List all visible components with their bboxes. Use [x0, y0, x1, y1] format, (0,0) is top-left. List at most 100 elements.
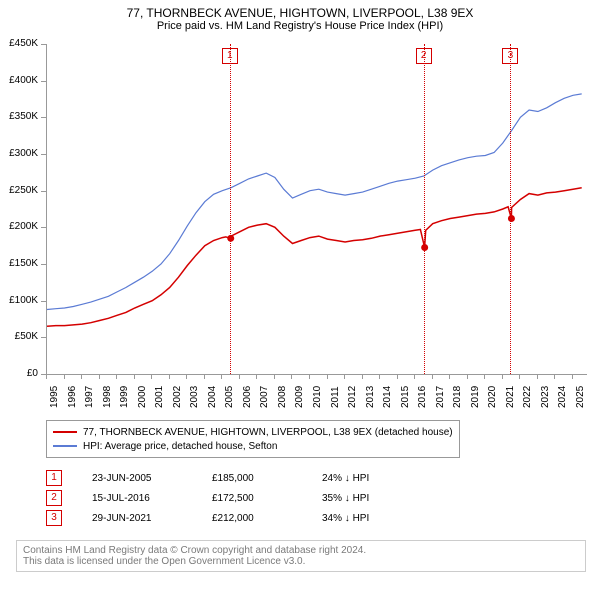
x-tick-label: 2016	[417, 386, 428, 408]
x-tick-mark	[99, 374, 100, 379]
x-tick-label: 1998	[102, 386, 113, 408]
marker-line	[424, 44, 425, 374]
transaction-date: 15-JUL-2016	[92, 493, 182, 504]
marker-box: 2	[416, 48, 432, 64]
x-tick-mark	[572, 374, 573, 379]
marker-line	[230, 44, 231, 374]
legend-row: HPI: Average price, detached house, Seft…	[53, 439, 453, 453]
x-tick-mark	[519, 374, 520, 379]
y-tick-label: £450K	[0, 38, 38, 49]
x-tick-mark	[502, 374, 503, 379]
x-tick-mark	[484, 374, 485, 379]
x-tick-label: 2000	[137, 386, 148, 408]
x-tick-mark	[256, 374, 257, 379]
y-tick-mark	[41, 264, 46, 265]
x-tick-mark	[344, 374, 345, 379]
x-tick-label: 2011	[330, 386, 341, 408]
x-tick-label: 2020	[487, 386, 498, 408]
y-tick-mark	[41, 227, 46, 228]
x-tick-mark	[46, 374, 47, 379]
x-tick-mark	[449, 374, 450, 379]
chart-title: 77, THORNBECK AVENUE, HIGHTOWN, LIVERPOO…	[0, 0, 600, 20]
x-tick-label: 1999	[119, 386, 130, 408]
legend-label: 77, THORNBECK AVENUE, HIGHTOWN, LIVERPOO…	[83, 427, 453, 438]
series-hpi	[47, 94, 582, 310]
line-chart-svg	[47, 44, 587, 374]
x-tick-label: 2010	[312, 386, 323, 408]
x-tick-mark	[116, 374, 117, 379]
x-tick-mark	[239, 374, 240, 379]
x-tick-label: 2015	[400, 386, 411, 408]
x-tick-label: 2014	[382, 386, 393, 408]
marker-box: 3	[502, 48, 518, 64]
x-tick-label: 1995	[49, 386, 60, 408]
y-tick-label: £200K	[0, 221, 38, 232]
x-tick-label: 2009	[294, 386, 305, 408]
transaction-marker-box: 3	[46, 510, 62, 526]
transaction-marker-box: 2	[46, 490, 62, 506]
x-tick-mark	[291, 374, 292, 379]
footer-line1: Contains HM Land Registry data © Crown c…	[23, 545, 579, 556]
x-tick-mark	[309, 374, 310, 379]
x-tick-label: 2008	[277, 386, 288, 408]
x-tick-label: 2005	[224, 386, 235, 408]
x-tick-mark	[274, 374, 275, 379]
x-tick-mark	[64, 374, 65, 379]
x-tick-label: 2007	[259, 386, 270, 408]
y-tick-mark	[41, 44, 46, 45]
y-tick-mark	[41, 301, 46, 302]
y-tick-label: £0	[0, 368, 38, 379]
legend: 77, THORNBECK AVENUE, HIGHTOWN, LIVERPOO…	[46, 420, 460, 458]
x-tick-label: 2004	[207, 386, 218, 408]
y-tick-label: £50K	[0, 331, 38, 342]
chart-container: 77, THORNBECK AVENUE, HIGHTOWN, LIVERPOO…	[0, 0, 600, 590]
x-tick-label: 2019	[470, 386, 481, 408]
x-tick-mark	[169, 374, 170, 379]
x-tick-mark	[327, 374, 328, 379]
x-tick-mark	[362, 374, 363, 379]
transaction-price: £172,500	[212, 493, 292, 504]
transaction-delta: 34% ↓ HPI	[322, 513, 369, 524]
x-tick-label: 2013	[365, 386, 376, 408]
x-tick-mark	[432, 374, 433, 379]
x-tick-mark	[81, 374, 82, 379]
x-tick-label: 2017	[435, 386, 446, 408]
x-tick-mark	[186, 374, 187, 379]
transaction-date: 23-JUN-2005	[92, 473, 182, 484]
x-tick-label: 2021	[505, 386, 516, 408]
x-tick-mark	[151, 374, 152, 379]
plot-area	[46, 44, 587, 375]
y-tick-label: £150K	[0, 258, 38, 269]
source-footer: Contains HM Land Registry data © Crown c…	[16, 540, 586, 572]
x-tick-mark	[134, 374, 135, 379]
x-tick-mark	[204, 374, 205, 379]
legend-swatch	[53, 431, 77, 433]
x-tick-mark	[537, 374, 538, 379]
transaction-date: 29-JUN-2021	[92, 513, 182, 524]
x-tick-label: 2018	[452, 386, 463, 408]
x-tick-mark	[554, 374, 555, 379]
y-tick-label: £400K	[0, 75, 38, 86]
y-tick-label: £300K	[0, 148, 38, 159]
x-tick-label: 2001	[154, 386, 165, 408]
x-tick-label: 2003	[189, 386, 200, 408]
marker-line	[510, 44, 511, 374]
x-tick-label: 2002	[172, 386, 183, 408]
legend-swatch	[53, 445, 77, 447]
transaction-price: £185,000	[212, 473, 292, 484]
transaction-table: 123-JUN-2005£185,00024% ↓ HPI215-JUL-201…	[46, 468, 369, 528]
series-property	[47, 188, 582, 327]
x-tick-mark	[397, 374, 398, 379]
y-tick-label: £100K	[0, 295, 38, 306]
x-tick-mark	[414, 374, 415, 379]
y-tick-label: £350K	[0, 111, 38, 122]
y-tick-mark	[41, 117, 46, 118]
x-tick-label: 2012	[347, 386, 358, 408]
x-tick-mark	[221, 374, 222, 379]
x-tick-mark	[467, 374, 468, 379]
marker-box: 1	[222, 48, 238, 64]
transaction-marker-box: 1	[46, 470, 62, 486]
y-tick-mark	[41, 81, 46, 82]
x-tick-label: 1997	[84, 386, 95, 408]
y-tick-mark	[41, 191, 46, 192]
